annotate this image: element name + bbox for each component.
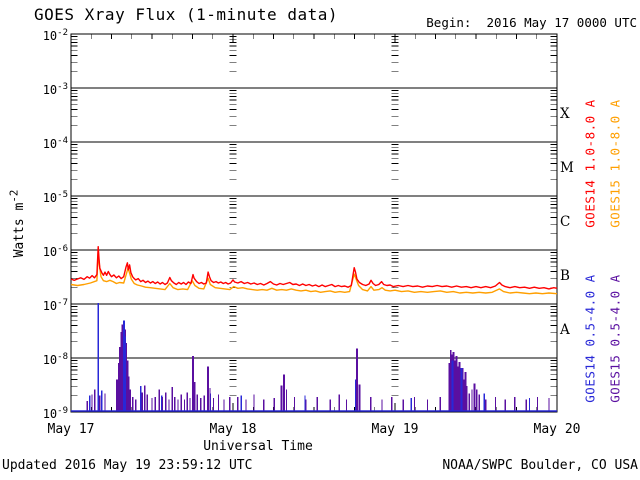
flare-class-label: A — [560, 322, 570, 338]
y-axis-tick-label: 10-8 — [42, 352, 68, 367]
footer-credit: NOAA/SWPC Boulder, CO USA — [442, 458, 638, 473]
goes15-long-curve — [70, 250, 558, 295]
x-axis-tick-label: May 18 — [209, 422, 257, 437]
begin-timestamp: Begin: 2016 May 17 0000 UTC — [426, 15, 637, 30]
y-tick-exponent: -4 — [57, 136, 68, 146]
y-axis-tick-label: 10-2 — [42, 28, 68, 43]
x-axis-label: Universal Time — [203, 439, 313, 454]
y-axis-label-base: Watts m — [11, 202, 27, 258]
legend-entry-goes15-0-5-4-0-a: GOES15 0.5-4.0 A — [607, 273, 623, 403]
y-axis-label-exponent: -2 — [7, 189, 21, 203]
page-title: GOES Xray Flux (1-minute data) — [34, 5, 338, 24]
y-axis-tick-label: 10-6 — [42, 244, 68, 259]
y-axis-tick-label: 10-4 — [42, 136, 68, 151]
y-tick-exponent: -9 — [57, 406, 68, 416]
y-axis-tick-label: 10-5 — [42, 190, 68, 205]
flare-class-label: X — [560, 106, 570, 122]
footer-updated-timestamp: Updated 2016 May 19 23:59:12 UTC — [2, 458, 253, 473]
y-tick-exponent: -3 — [57, 82, 68, 92]
x-axis-tick-label: May 19 — [371, 422, 419, 437]
flare-class-label: B — [560, 268, 570, 284]
legend-entry-goes14-1-0-8-0-a: GOES14 1.0-8.0 A — [582, 98, 598, 228]
x-axis-tick-label: May 20 — [533, 422, 581, 437]
x-axis-tick-label: May 17 — [47, 422, 95, 437]
y-axis-label: Watts m-2 — [7, 162, 27, 286]
legend-entry-goes14-0-5-4-0-a: GOES14 0.5-4.0 A — [582, 273, 598, 403]
y-axis-tick-label: 10-9 — [42, 406, 68, 421]
flare-class-label: C — [560, 214, 571, 230]
y-tick-exponent: -6 — [57, 244, 68, 254]
y-tick-exponent: -8 — [57, 352, 68, 362]
legend-entry-goes15-1-0-8-0-a: GOES15 1.0-8.0 A — [607, 98, 623, 228]
flare-class-label: M — [560, 160, 574, 176]
plot-frame — [70, 33, 558, 413]
goes14-long-curve — [70, 245, 558, 290]
y-axis-tick-label: 10-7 — [42, 298, 68, 313]
y-tick-exponent: -5 — [57, 190, 68, 200]
y-axis-tick-label: 10-3 — [42, 82, 68, 97]
y-tick-exponent: -2 — [57, 28, 68, 38]
y-tick-exponent: -7 — [57, 298, 68, 308]
